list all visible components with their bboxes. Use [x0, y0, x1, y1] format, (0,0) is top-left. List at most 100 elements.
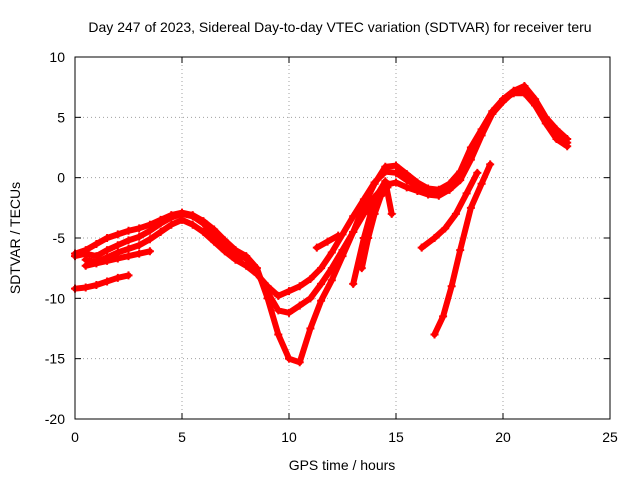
data-point — [295, 358, 304, 367]
data-point — [552, 129, 561, 138]
data-point — [92, 259, 101, 268]
data-point — [387, 209, 396, 218]
data-point — [381, 167, 390, 176]
data-point — [295, 282, 304, 291]
data-point — [338, 246, 347, 255]
data-point — [312, 243, 321, 252]
data-point — [306, 324, 315, 333]
data-point — [242, 254, 251, 263]
series-arc-2 — [71, 89, 572, 317]
data-point — [509, 87, 518, 96]
data-point — [135, 241, 144, 250]
data-point — [327, 264, 336, 273]
data-point — [295, 301, 304, 310]
data-point — [274, 330, 283, 339]
x-tick-label: 15 — [388, 429, 404, 445]
data-point — [124, 271, 133, 280]
data-point — [392, 168, 400, 177]
data-point — [210, 237, 219, 246]
series-arc-9 — [417, 168, 482, 252]
data-point — [445, 185, 454, 194]
data-point — [135, 249, 144, 258]
data-point — [263, 282, 272, 291]
y-tick-label: -10 — [45, 290, 65, 306]
data-point — [285, 287, 293, 296]
data-point — [113, 241, 122, 250]
data-point — [113, 273, 122, 282]
y-axis-label: SDTVAR / TECUs — [7, 182, 23, 294]
data-point — [359, 195, 368, 204]
data-point — [413, 182, 422, 191]
data-point — [349, 212, 358, 221]
data-point — [145, 247, 154, 256]
data-point — [499, 97, 507, 106]
data-point — [430, 330, 439, 339]
data-point — [103, 256, 112, 265]
data-point — [327, 276, 336, 285]
data-point — [541, 115, 550, 124]
data-point — [317, 296, 326, 305]
data-point — [81, 261, 90, 270]
data-point — [462, 189, 471, 198]
data-point — [466, 155, 475, 164]
data-point — [188, 212, 197, 221]
series-arc-4 — [71, 271, 133, 293]
data-point — [447, 282, 456, 291]
data-point — [306, 275, 315, 284]
data-point — [124, 236, 133, 245]
data-point — [145, 235, 154, 244]
data-point — [377, 191, 386, 200]
series-line — [82, 86, 571, 299]
data-point — [563, 138, 572, 147]
data-point — [124, 226, 133, 235]
data-point — [81, 283, 90, 292]
data-point — [456, 176, 465, 185]
data-point — [531, 101, 540, 110]
data-point — [167, 220, 176, 229]
data-point — [135, 232, 144, 241]
data-point — [178, 215, 186, 224]
y-tick-label: 0 — [57, 170, 65, 186]
series-arc-1 — [71, 81, 572, 367]
x-tick-label: 5 — [178, 429, 186, 445]
data-point — [156, 219, 165, 228]
data-point — [92, 240, 101, 249]
series-group — [71, 81, 572, 367]
data-point — [456, 246, 465, 255]
data-point — [113, 230, 122, 239]
data-point — [477, 131, 486, 140]
series-arc-10 — [312, 231, 343, 252]
data-point — [317, 264, 326, 273]
y-tick-label: -15 — [45, 351, 65, 367]
data-point — [285, 354, 293, 363]
data-point — [220, 247, 229, 256]
data-point — [473, 168, 482, 177]
x-tick-label: 25 — [602, 429, 618, 445]
data-point — [103, 234, 112, 242]
data-point — [357, 264, 366, 273]
data-point — [451, 209, 460, 218]
data-point — [92, 281, 101, 290]
data-point — [167, 213, 176, 222]
data-point — [486, 160, 495, 169]
data-point — [199, 227, 208, 236]
data-point — [306, 294, 315, 303]
data-point — [145, 226, 154, 235]
data-point — [520, 85, 529, 94]
x-axis-label: GPS time / hours — [289, 457, 396, 473]
data-point — [370, 178, 379, 187]
data-point — [402, 176, 411, 185]
data-point — [327, 248, 336, 257]
y-tick-label: 5 — [57, 109, 65, 125]
data-point — [477, 179, 486, 188]
data-point — [434, 188, 443, 197]
data-point — [424, 185, 433, 194]
plot-frame — [74, 56, 611, 420]
grid — [74, 56, 611, 420]
data-point — [430, 234, 439, 242]
data-point — [124, 252, 133, 261]
series-arc-5 — [81, 247, 154, 270]
y-tick-label: 10 — [49, 49, 65, 65]
series-line — [418, 169, 481, 251]
data-point — [383, 183, 392, 192]
